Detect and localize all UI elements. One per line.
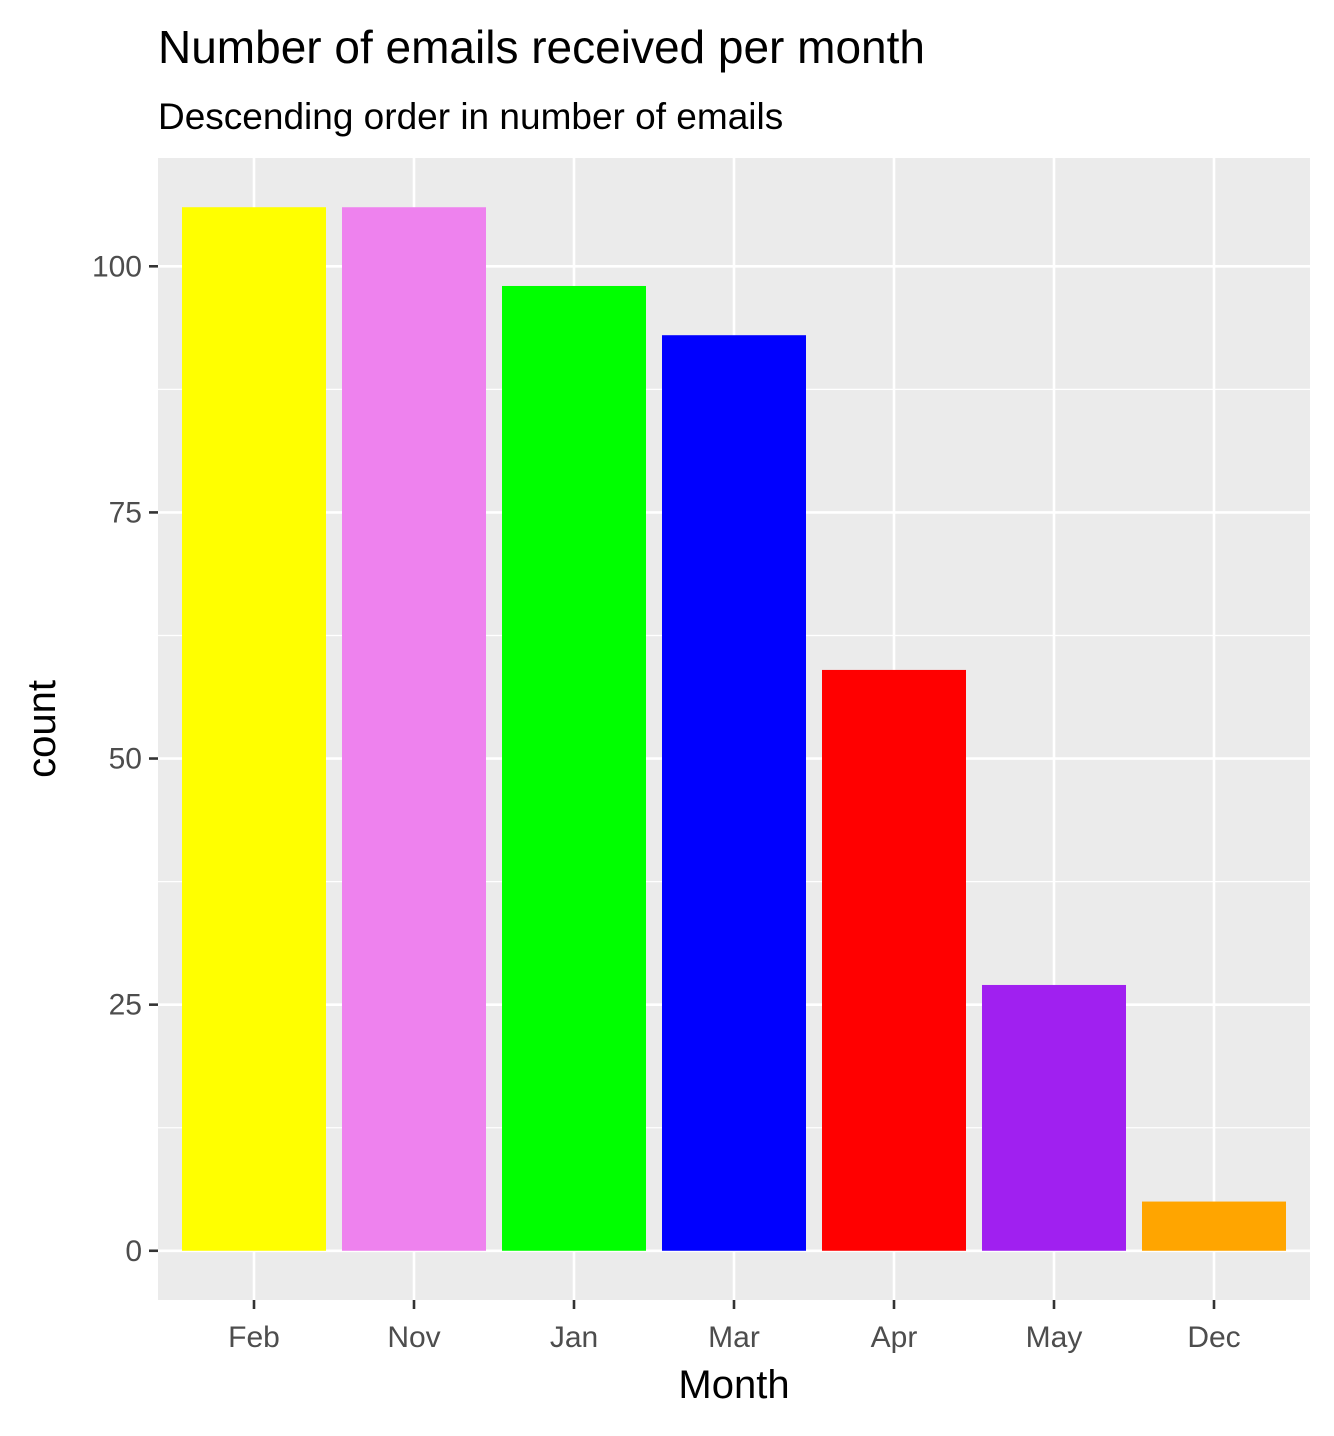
- y-tick-label: 25: [109, 989, 142, 1022]
- y-axis-title: count: [20, 680, 64, 778]
- y-tick-label: 75: [109, 496, 142, 529]
- bar-mar: [662, 335, 806, 1251]
- bar-dec: [1142, 1201, 1286, 1251]
- y-axis: 0 25 50 75 100: [92, 250, 158, 1268]
- y-tick-label: 0: [125, 1235, 142, 1268]
- x-tick-label: Mar: [708, 1321, 760, 1354]
- bar-jan: [502, 285, 646, 1251]
- x-tick-label: May: [1026, 1321, 1083, 1354]
- bar-apr: [822, 669, 966, 1251]
- x-axis-title: Month: [678, 1363, 789, 1407]
- x-axis: Feb Nov Jan Mar Apr May Dec: [228, 1300, 1241, 1354]
- x-tick-label: Apr: [871, 1321, 918, 1354]
- bar-feb: [182, 207, 326, 1251]
- x-tick-label: Feb: [228, 1321, 280, 1354]
- x-tick-label: Jan: [550, 1321, 598, 1354]
- y-tick-label: 100: [92, 250, 142, 283]
- bars: [182, 207, 1286, 1251]
- chart-title: Number of emails received per month: [158, 21, 925, 73]
- x-tick-label: Nov: [387, 1321, 440, 1354]
- chart-subtitle: Descending order in number of emails: [158, 96, 783, 137]
- y-tick-label: 50: [109, 743, 142, 776]
- x-tick-label: Dec: [1187, 1321, 1240, 1354]
- bar-nov: [342, 207, 486, 1251]
- bar-may: [982, 984, 1126, 1251]
